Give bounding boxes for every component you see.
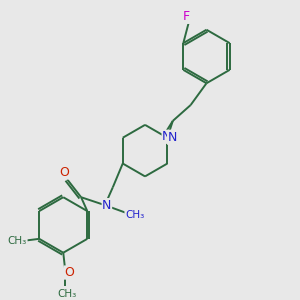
Text: N: N [102,199,112,212]
Text: N: N [168,131,177,144]
Text: CH₃: CH₃ [8,236,27,246]
Text: CH₃: CH₃ [125,210,144,220]
Text: O: O [64,266,74,279]
Text: N: N [162,130,172,143]
Text: O: O [59,166,69,179]
Text: CH₃: CH₃ [58,289,77,299]
Text: F: F [183,10,190,23]
